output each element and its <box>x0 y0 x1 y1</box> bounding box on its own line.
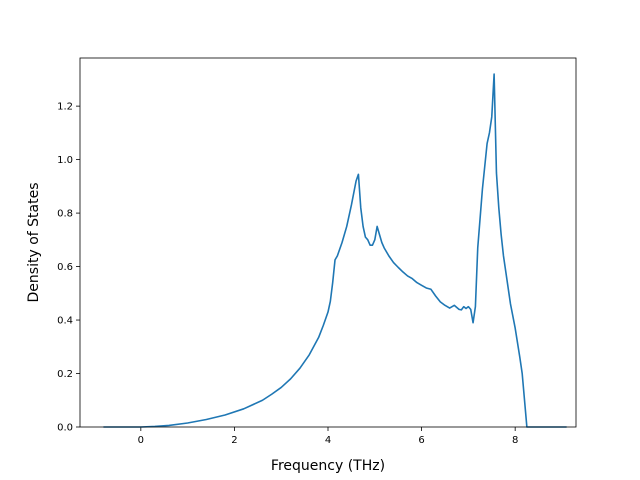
y-tick-label: 0.0 <box>57 423 73 434</box>
y-tick-label: 1.0 <box>57 155 73 166</box>
plot-frame <box>79 57 577 428</box>
series-line <box>103 73 567 428</box>
y-axis-ticks: 0.0 0.2 0.4 0.6 0.8 1.0 1.2 <box>57 102 80 434</box>
x-tick-label: 8 <box>512 435 518 446</box>
x-axis-label: Frequency (THz) <box>271 458 385 474</box>
x-tick-label: 2 <box>231 435 237 446</box>
y-tick-label: 0.4 <box>57 316 73 327</box>
y-axis-label: Density of States <box>26 183 42 303</box>
x-tick-label: 0 <box>138 435 144 446</box>
y-tick-label: 0.8 <box>57 209 73 220</box>
x-axis-ticks: 0 2 4 6 8 <box>138 427 518 446</box>
x-tick-label: 6 <box>418 435 424 446</box>
x-tick-label: 4 <box>325 435 331 446</box>
y-tick-label: 0.2 <box>57 369 73 380</box>
y-tick-label: 1.2 <box>57 102 73 113</box>
y-tick-label: 0.6 <box>57 262 73 273</box>
plot-area <box>80 58 576 427</box>
